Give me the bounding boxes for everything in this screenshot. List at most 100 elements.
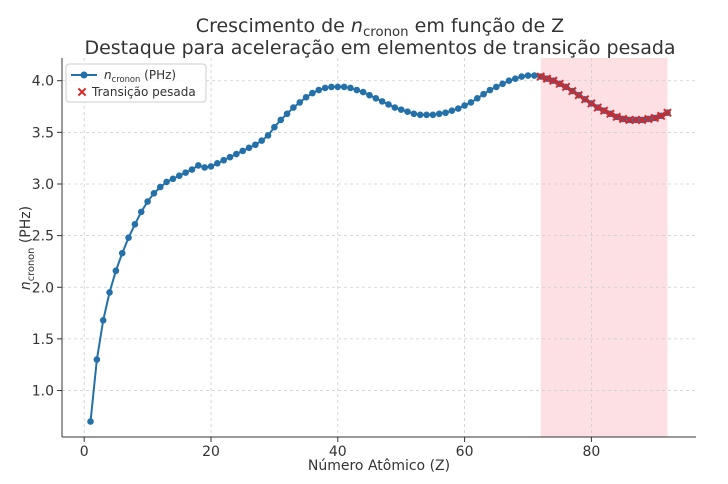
data-point-ncronon [233,150,240,158]
legend: ncronon (PHz) Transição pesada [65,63,207,103]
data-point-ncronon [271,123,278,131]
data-point-ncronon [416,111,424,119]
legend-entry-ncronon: ncronon (PHz) [71,68,176,84]
y-tick-label: 2.0 [32,280,54,296]
data-point-ncronon [195,162,202,169]
data-point-transicao [637,115,647,125]
data-point-transicao [555,79,564,89]
y-tick-label: 4.0 [32,74,54,90]
y-tick-label: 3.0 [32,177,54,193]
legend-marker-ncronon [80,71,88,79]
y-tick-label: 1.5 [32,332,54,348]
data-point-ncronon [169,175,177,183]
data-point-ncronon [283,110,291,118]
data-point-ncronon [309,89,316,97]
data-point-ncronon [347,84,354,92]
data-point-ncronon [277,116,285,124]
data-point-ncronon [207,163,215,170]
data-point-ncronon [258,137,266,144]
data-point-transicao [625,115,634,125]
data-point-ncronon [454,105,462,112]
data-point-transicao [612,112,622,122]
data-point-transicao [542,74,552,83]
data-point-transicao [656,111,666,121]
x-tick-label: 80 [582,444,600,460]
data-point-ncronon [175,172,183,180]
data-point-ncronon [226,153,234,161]
data-point-ncronon [397,106,405,113]
data-point-transicao [650,113,660,123]
y-tick-label: 1.0 [32,384,54,400]
data-point-ncronon [461,102,468,109]
x-tick-label: 20 [202,444,220,460]
chart-title-line2: Destaque para aceleração em elementos de… [84,37,675,59]
data-point-ncronon [106,289,113,296]
data-point-transicao [574,90,584,100]
highlight-layer [540,58,668,437]
data-point-ncronon [366,91,373,99]
data-point-ncronon [505,77,513,85]
legend-marker-transicao [77,87,87,97]
data-point-ncronon [150,189,158,197]
data-point-ncronon [328,83,335,91]
data-point-ncronon [99,317,107,324]
data-point-ncronon [156,183,164,191]
data-point-ncronon [220,156,227,164]
data-point-ncronon [385,101,392,108]
data-point-ncronon [163,178,170,186]
data-point-ncronon [182,169,189,176]
x-tick-label: 60 [456,444,474,460]
y-tick-label: 2.5 [32,229,54,245]
data-point-ncronon [131,220,139,228]
x-tick-label: 0 [80,444,89,460]
data-point-ncronon [473,94,481,102]
data-point-ncronon [448,107,456,114]
legend-box [65,63,207,103]
highlight-band [540,58,668,437]
data-point-ncronon [290,104,297,111]
y-axis-label: ncronon (PHz) [18,206,37,290]
data-point-transicao [580,95,590,104]
data-point-ncronon [321,84,329,92]
data-point-ncronon [518,73,525,80]
data-point-transicao [536,72,545,81]
data-point-ncronon [480,90,487,98]
data-point-ncronon [315,86,323,94]
data-point-ncronon [391,104,399,111]
data-point-ncronon [467,99,475,106]
data-point-transicao [593,103,603,112]
y-tick-label: 3.5 [32,125,54,141]
data-point-ncronon [93,356,101,363]
data-point-ncronon [359,88,367,96]
data-point-ncronon [296,99,304,106]
data-point-ncronon [188,166,196,173]
data-point-ncronon [144,198,151,205]
data-point-ncronon [442,109,449,117]
data-point-ncronon [404,108,411,116]
data-point-ncronon [524,72,532,79]
data-point-ncronon [340,83,348,91]
data-point-transicao [587,99,596,108]
data-point-ncronon [492,83,500,91]
data-point-ncronon [429,111,437,119]
data-point-ncronon [302,93,310,101]
legend-label-transicao: Transição pesada [91,85,196,99]
data-point-transicao [644,114,653,124]
data-point-ncronon [531,72,538,79]
data-point-ncronon [245,144,253,152]
data-point-ncronon [112,267,120,275]
data-point-transicao [568,86,577,96]
legend-label-ncronon: ncronon (PHz) [104,68,176,84]
data-point-transicao [549,76,558,86]
data-point-ncronon [87,418,94,425]
data-point-ncronon [118,249,126,257]
data-point-ncronon [512,75,519,82]
data-point-ncronon [486,86,494,94]
data-point-ncronon [137,208,145,216]
data-point-ncronon [125,234,132,241]
data-point-ncronon [214,160,221,167]
legend-entry-transicao: Transição pesada [77,85,196,99]
data-point-ncronon [264,132,272,139]
